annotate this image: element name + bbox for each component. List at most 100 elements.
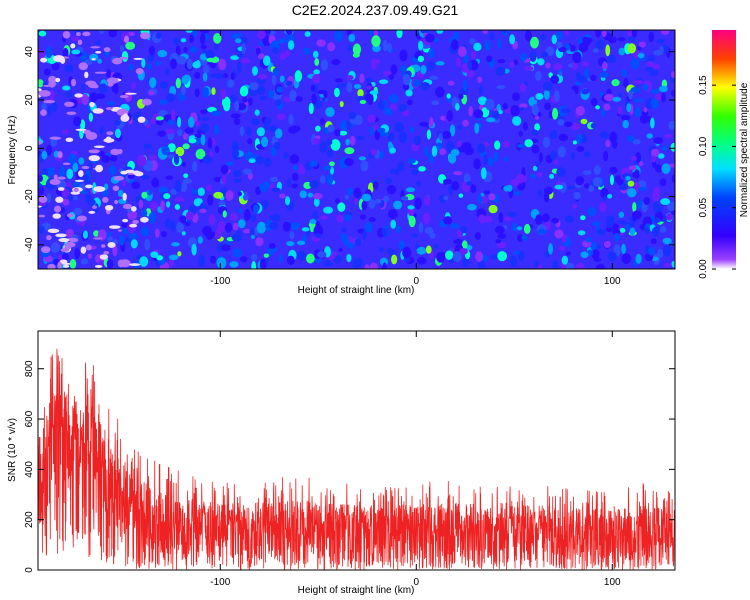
heatmap-cell <box>609 131 617 144</box>
heatmap-cell <box>603 93 614 102</box>
heatmap-cell <box>121 222 128 229</box>
heatmap-cell <box>323 206 334 214</box>
heatmap-cell <box>314 233 322 239</box>
heatmap-cell <box>411 233 418 238</box>
heatmap-cell <box>654 93 664 101</box>
heatmap-cell <box>346 253 352 263</box>
heatmap-cell <box>334 129 341 137</box>
heatmap-cell <box>490 254 499 260</box>
heatmap-cell <box>536 172 543 177</box>
heatmap-cell <box>175 77 182 89</box>
heatmap-cell <box>557 146 566 158</box>
heatmap-cell <box>247 138 253 145</box>
heatmap-cell <box>150 251 159 258</box>
heatmap-cell <box>164 217 172 229</box>
heatmap-cell <box>177 116 182 128</box>
heatmap-cell <box>398 103 408 112</box>
heatmap-cell <box>436 142 443 152</box>
heatmap-cell <box>276 113 286 121</box>
heatmap-cell <box>489 32 495 41</box>
heatmap-cell <box>424 145 429 157</box>
heatmap-cell <box>62 47 69 59</box>
heatmap-cell <box>156 255 163 261</box>
heatmap-cell <box>618 220 627 225</box>
heatmap-cell <box>285 80 293 87</box>
heatmap-cell <box>155 61 162 66</box>
heatmap-cell <box>572 203 578 209</box>
heatmap-cell <box>354 197 359 204</box>
heatmap-cell <box>592 221 601 227</box>
heatmap-cell <box>329 161 335 167</box>
heatmap-cell <box>661 163 671 174</box>
heatmap-cell <box>660 198 671 206</box>
heatmap-cell <box>582 170 592 176</box>
heatmap-cell <box>220 164 229 175</box>
heatmap-cell <box>446 97 453 103</box>
heatmap-cell <box>561 255 569 265</box>
heatmap-cell <box>348 111 357 120</box>
heatmap-cell <box>110 148 120 156</box>
heatmap-cell <box>543 186 554 195</box>
heatmap-cell <box>149 77 157 89</box>
heatmap-cell <box>214 42 219 50</box>
heatmap-cell <box>84 71 89 79</box>
heatmap-cell <box>125 92 137 95</box>
heatmap-cell <box>559 182 567 194</box>
heatmap-cell <box>146 63 153 70</box>
heatmap-cell <box>382 70 392 76</box>
heatmap-cell <box>38 30 47 37</box>
heatmap-cell <box>53 174 58 180</box>
heatmap-cell <box>232 222 239 231</box>
heatmap-cell <box>453 238 463 245</box>
heatmap-cell <box>73 207 83 216</box>
heatmap-cell <box>599 202 607 213</box>
heatmap-cell <box>103 250 110 255</box>
heatmap-cell <box>518 130 523 137</box>
heatmap-cell <box>83 129 92 135</box>
heatmap-cell <box>580 251 589 259</box>
heatmap-cell <box>587 249 594 256</box>
heatmap-cell <box>462 79 468 91</box>
heatmap-cell <box>346 121 352 130</box>
heatmap-cell <box>72 162 79 173</box>
heatmap-cell <box>632 202 637 213</box>
heatmap-cell <box>256 85 266 95</box>
heatmap-cell <box>82 31 91 37</box>
heatmap-cell <box>496 84 506 90</box>
heatmap-cell <box>390 168 396 174</box>
heatmap-cell <box>286 255 295 265</box>
heatmap-cell <box>577 75 587 83</box>
heatmap-cell <box>273 141 281 150</box>
colorbar-gradient <box>712 30 736 269</box>
heatmap-cell <box>248 97 253 106</box>
heatmap-cell <box>591 249 600 260</box>
heatmap-cell <box>206 57 216 63</box>
heatmap-cell <box>80 84 86 90</box>
heatmap-cell <box>180 182 188 193</box>
heatmap-cell <box>625 223 631 230</box>
heatmap-cell <box>308 102 314 115</box>
heatmap-cell <box>175 146 185 157</box>
heatmap-cell <box>382 39 388 52</box>
heatmap-cell <box>405 89 413 97</box>
heatmap-cell <box>170 58 177 70</box>
heatmap-cell <box>550 74 560 84</box>
heatmap-cell <box>387 247 393 255</box>
heatmap-cell <box>141 226 150 237</box>
heatmap-cell <box>55 196 64 203</box>
heatmap-cell <box>420 82 431 91</box>
heatmap-cell <box>225 190 234 201</box>
heatmap-cell <box>438 133 444 141</box>
heatmap-cell <box>548 243 554 255</box>
heatmap-cell <box>564 30 570 36</box>
heatmap-cell <box>316 39 326 47</box>
heatmap-cell <box>200 44 207 50</box>
heatmap-cell <box>75 128 87 131</box>
heatmap-cell <box>497 251 508 262</box>
heatmap-cell <box>477 76 483 83</box>
snr-ytick-label: 400 <box>24 461 35 478</box>
heatmap-cell <box>240 58 251 64</box>
heatmap-cell <box>38 79 44 88</box>
heatmap-cell <box>183 47 188 53</box>
heatmap-cell <box>592 176 603 187</box>
